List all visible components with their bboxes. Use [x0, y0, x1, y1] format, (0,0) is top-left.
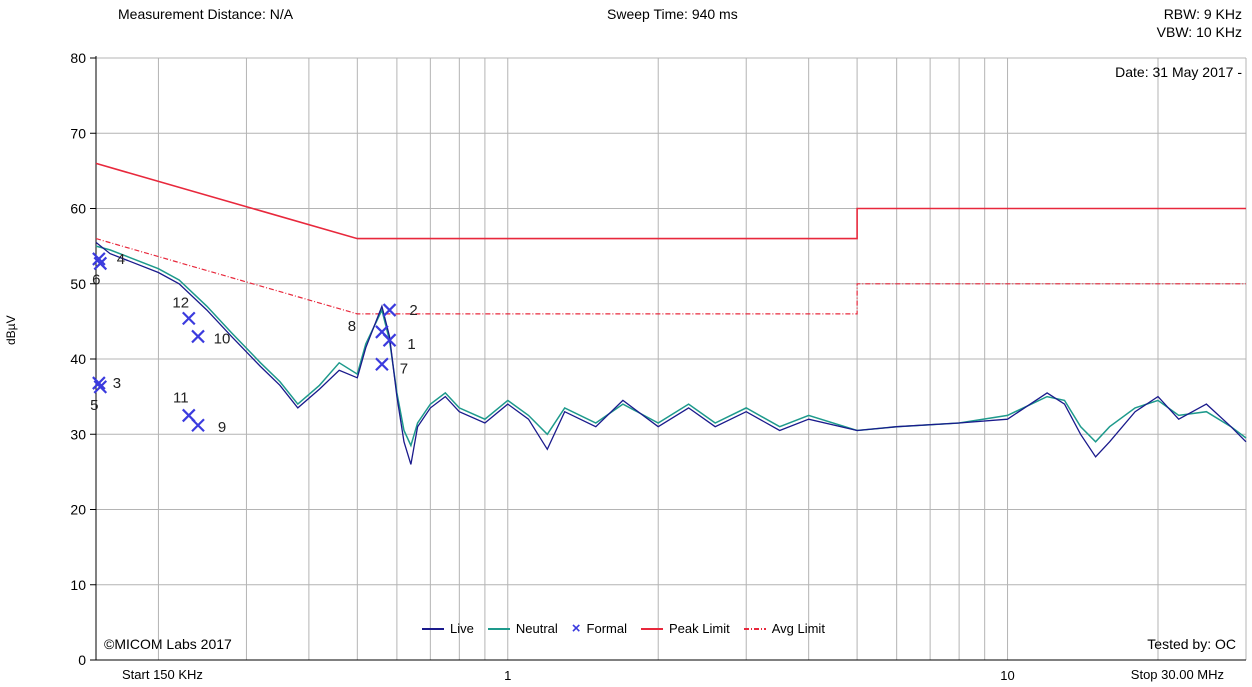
- formal-marker: 11: [173, 389, 195, 421]
- legend-neutral: Neutral: [488, 621, 558, 636]
- formal-marker-label: 8: [348, 318, 356, 335]
- formal-marker: 12: [172, 294, 194, 324]
- formal-marker-label: 3: [113, 375, 121, 392]
- formal-marker: 9: [192, 419, 226, 436]
- x-axis-ticks: 1 10: [504, 668, 1015, 683]
- y-tick-label: 60: [70, 201, 86, 217]
- formal-marker: 2: [384, 302, 418, 319]
- traces: [96, 242, 1246, 464]
- avg-limit-line: [96, 239, 1246, 314]
- rbw-label: RBW: 9 KHz: [1164, 6, 1242, 22]
- sweep-time: Sweep Time: 940 ms: [607, 6, 738, 22]
- legend-live: Live: [422, 621, 474, 636]
- formal-marker-label: 10: [214, 330, 231, 347]
- legend-neutral-label: Neutral: [516, 621, 558, 636]
- legend-avg-label: Avg Limit: [772, 621, 825, 636]
- legend-peak: Peak Limit: [641, 621, 730, 636]
- x-tick-label: 10: [1000, 668, 1014, 683]
- formal-marker-label: 2: [409, 302, 417, 319]
- measurement-distance: Measurement Distance: N/A: [118, 6, 293, 22]
- legend-avg: Avg Limit: [744, 621, 825, 636]
- formal-marker-label: 5: [90, 397, 98, 414]
- legend-formal: × Formal: [572, 620, 627, 637]
- start-frequency: Start 150 KHz: [122, 667, 203, 682]
- formal-marker: 5: [90, 381, 106, 414]
- formal-marker-label: 4: [117, 251, 125, 268]
- neutral-trace: [96, 246, 1246, 445]
- live-swatch: [422, 628, 444, 630]
- legend-live-label: Live: [450, 621, 474, 636]
- legend: Live Neutral × Formal Peak Limit Avg Lim…: [422, 620, 825, 637]
- y-axis-ticks: 0 10 20 30 40 50 60 70 80: [70, 50, 96, 668]
- formal-marker-icon: ×: [572, 620, 581, 637]
- y-tick-label: 20: [70, 502, 86, 518]
- formal-marker-label: 7: [400, 360, 408, 377]
- formal-marker: 8: [348, 318, 388, 338]
- grid-lines: [96, 56, 1246, 660]
- y-tick-label: 0: [78, 652, 86, 668]
- y-tick-label: 70: [70, 125, 86, 141]
- peak-swatch: [641, 628, 663, 630]
- legend-peak-label: Peak Limit: [669, 621, 730, 636]
- y-tick-label: 10: [70, 577, 86, 593]
- y-tick-label: 30: [70, 426, 86, 442]
- formal-marker-label: 9: [218, 419, 226, 436]
- formal-marker-label: 1: [407, 336, 415, 353]
- legend-formal-label: Formal: [587, 621, 627, 636]
- y-tick-label: 50: [70, 276, 86, 292]
- formal-marker: 10: [192, 330, 230, 347]
- formal-marker-label: 11: [173, 389, 189, 406]
- x-tick-label: 1: [504, 668, 511, 683]
- neutral-swatch: [488, 628, 510, 630]
- date-label: Date: 31 May 2017 -: [1115, 64, 1242, 80]
- formal-marker-label: 12: [172, 294, 189, 311]
- live-trace: [96, 242, 1246, 464]
- vbw-label: VBW: 10 KHz: [1157, 24, 1242, 40]
- limit-lines: [96, 163, 1246, 314]
- stop-frequency: Stop 30.00 MHz: [1131, 667, 1224, 682]
- y-axis-label: dBµV: [4, 315, 18, 345]
- avg-swatch: [744, 628, 766, 630]
- y-tick-label: 80: [70, 50, 86, 66]
- peak-limit-line: [96, 163, 1246, 238]
- copyright-label: ©MICOM Labs 2017: [104, 636, 232, 652]
- formal-marker-label: 6: [92, 271, 100, 288]
- tested-by-label: Tested by: OC: [1147, 636, 1236, 652]
- y-tick-label: 40: [70, 351, 86, 367]
